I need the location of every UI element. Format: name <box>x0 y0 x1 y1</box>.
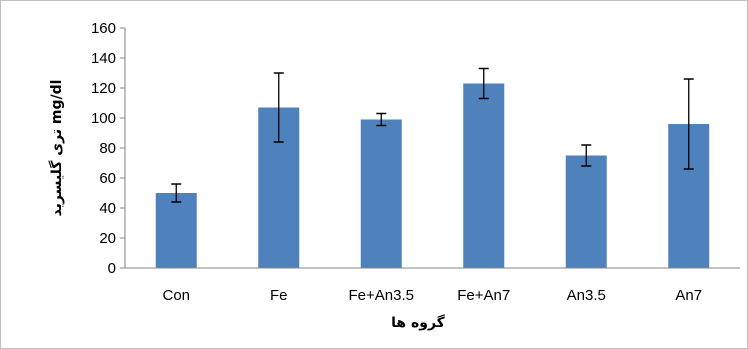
error-bar-group <box>171 67 694 203</box>
x-tick-label: An7 <box>675 287 702 304</box>
y-tick-label: 80 <box>99 140 116 157</box>
y-tick-label: 120 <box>91 80 116 97</box>
bar-an3-5 <box>565 155 607 268</box>
y-tick-label: 140 <box>91 50 116 67</box>
y-tick-label: 40 <box>99 200 116 217</box>
y-tick-label: 0 <box>108 260 116 277</box>
bar-fe-an7 <box>463 83 505 268</box>
y-tick-label: 100 <box>91 110 116 127</box>
bar-con <box>155 193 197 268</box>
bar-fe-an3-5 <box>360 119 402 268</box>
x-tick-label: An3.5 <box>567 287 606 304</box>
x-tick-group: Con Fe Fe+An3.5 Fe+An7 An3.5 An7 <box>162 287 702 304</box>
y-tick-label: 60 <box>99 170 116 187</box>
y-tick-group: 0 20 40 60 80 100 120 140 160 <box>91 20 125 277</box>
x-tick-label: Fe+An7 <box>457 287 510 304</box>
x-tick-label: Fe+An3.5 <box>349 287 414 304</box>
x-tick-label: Con <box>162 287 190 304</box>
bar-group <box>155 83 710 268</box>
x-axis-title: گروه ها <box>391 314 446 331</box>
y-tick-label: 160 <box>91 20 116 37</box>
x-tick-label: Fe <box>270 287 288 304</box>
y-axis-title: تری گلیسرید mg/dl <box>48 80 65 217</box>
y-tick-label: 20 <box>99 230 116 247</box>
